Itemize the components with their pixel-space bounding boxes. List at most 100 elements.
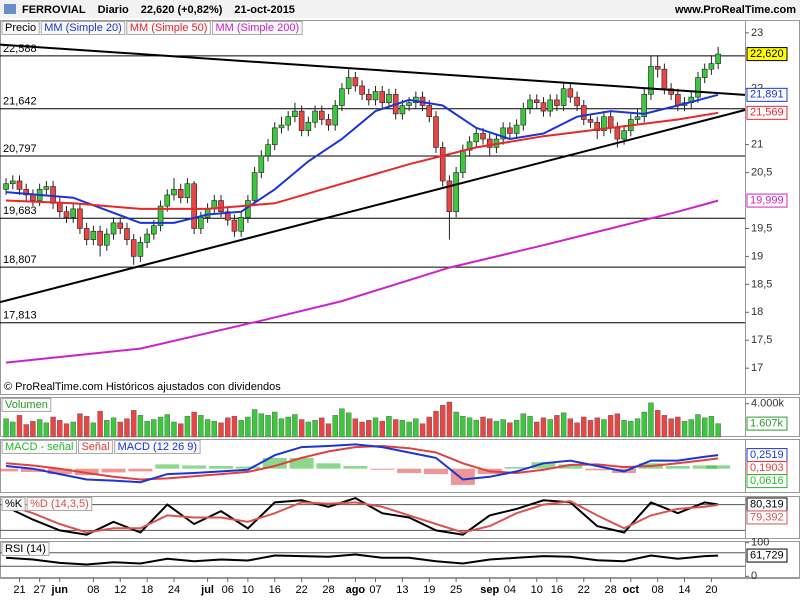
y-tick-label: 0: [751, 570, 757, 582]
volume-bar: [198, 415, 204, 438]
candle-body: [547, 99, 553, 112]
volume-bar: [211, 420, 217, 438]
series-line: [5, 443, 719, 484]
period: Diario: [98, 4, 129, 16]
candle-body: [473, 133, 480, 143]
volume-bar: [715, 423, 721, 438]
histogram-bar: [397, 468, 422, 474]
y-tick-label: 17: [751, 362, 763, 374]
histogram-bar: [665, 466, 690, 469]
histogram-bar: [20, 468, 45, 472]
series-line: [5, 111, 719, 210]
volume-bar: [453, 411, 459, 438]
candle-body: [339, 88, 345, 106]
legend-label: MACD - señal: [5, 441, 73, 453]
x-tick-label: 04: [504, 584, 516, 596]
last-value-box: [746, 474, 788, 489]
x-tick-label: 28: [605, 584, 617, 596]
volume-bar: [359, 421, 365, 438]
y-tick-label: 23: [751, 27, 763, 39]
candle-body: [30, 194, 36, 201]
candle-body: [460, 149, 466, 173]
volume-bar: [581, 416, 587, 438]
x-tick-label: oct: [623, 584, 640, 596]
volume-bar: [157, 416, 164, 438]
candle-body: [594, 121, 601, 131]
candle-body: [554, 99, 560, 106]
last-value-box: [746, 105, 788, 120]
candle-body: [164, 194, 171, 207]
volume-bar: [695, 414, 701, 438]
legend-label: Volumen: [5, 399, 48, 411]
volume-bar: [144, 420, 150, 438]
candle-body: [258, 155, 265, 173]
volume-bar: [594, 417, 600, 438]
candle-body: [191, 183, 197, 229]
candle-body: [648, 66, 654, 95]
header-bar: [0, 0, 800, 18]
volume-bar: [272, 411, 278, 438]
volume-bar: [352, 418, 359, 438]
candle-body: [198, 216, 204, 229]
y-tick-label: 18,5: [751, 278, 772, 290]
legend-label: %D (14,3,5): [30, 498, 89, 510]
volume-bar: [675, 416, 681, 438]
candle-body: [265, 144, 271, 157]
candle-body: [97, 230, 103, 246]
candle-body: [218, 200, 224, 212]
candle-body: [601, 116, 607, 131]
legend-label: RSI (14): [5, 543, 46, 555]
volume-bar: [339, 408, 345, 438]
volume-bar: [225, 417, 231, 438]
volume-bar: [500, 419, 506, 438]
y-tick-label: 17,5: [751, 334, 772, 346]
volume-bar: [332, 415, 338, 438]
legend-box: [1, 440, 77, 454]
volume-bar: [507, 422, 513, 438]
volume-bar: [218, 422, 224, 438]
volume-bar: [460, 415, 466, 438]
legend-label: %K: [5, 498, 23, 510]
volume-bar: [413, 418, 419, 438]
histogram-bar: [47, 468, 72, 475]
y-tick-label: 4.000k: [751, 398, 785, 410]
volume-bar: [305, 421, 312, 438]
candle-body: [533, 99, 540, 104]
legend-box: [1, 497, 26, 511]
candle-body: [359, 85, 365, 95]
x-tick-label: 13: [396, 584, 408, 596]
volume-bar: [43, 422, 50, 438]
legend-box: [1, 542, 50, 556]
volume-bar: [298, 419, 305, 438]
volume-bar: [312, 420, 318, 438]
volume-bar: [70, 421, 76, 438]
candle-body: [439, 147, 446, 182]
volume-bar: [480, 416, 486, 438]
candle-body: [580, 105, 587, 120]
volume-bar: [265, 415, 271, 438]
y-tick-label: 18: [751, 306, 763, 318]
volume-bar: [345, 412, 352, 438]
candle-body: [124, 228, 130, 240]
candle-body: [332, 105, 339, 126]
volume-bar: [688, 419, 694, 438]
last-value-label: 19,999: [750, 194, 784, 206]
trend-line: [0, 109, 746, 304]
x-tick-label: 22: [296, 584, 308, 596]
candle-body: [224, 211, 231, 221]
level-label: 17,813: [3, 310, 37, 322]
legend-box: [1, 398, 52, 412]
candle-body: [520, 108, 527, 126]
candle-body: [433, 116, 439, 148]
x-tick-label: 19: [423, 584, 435, 596]
site: www.ProRealTime.com: [674, 4, 796, 16]
volume-bar: [426, 416, 432, 438]
x-tick-label: 12: [114, 584, 126, 596]
x-tick-label: 14: [678, 584, 690, 596]
volume-bar: [319, 417, 325, 438]
candle-body: [406, 102, 412, 106]
volume-bar: [50, 416, 56, 438]
candle-body: [278, 124, 285, 129]
histogram-bar: [706, 465, 731, 469]
legend-label: MM (Simple 20): [44, 22, 122, 34]
